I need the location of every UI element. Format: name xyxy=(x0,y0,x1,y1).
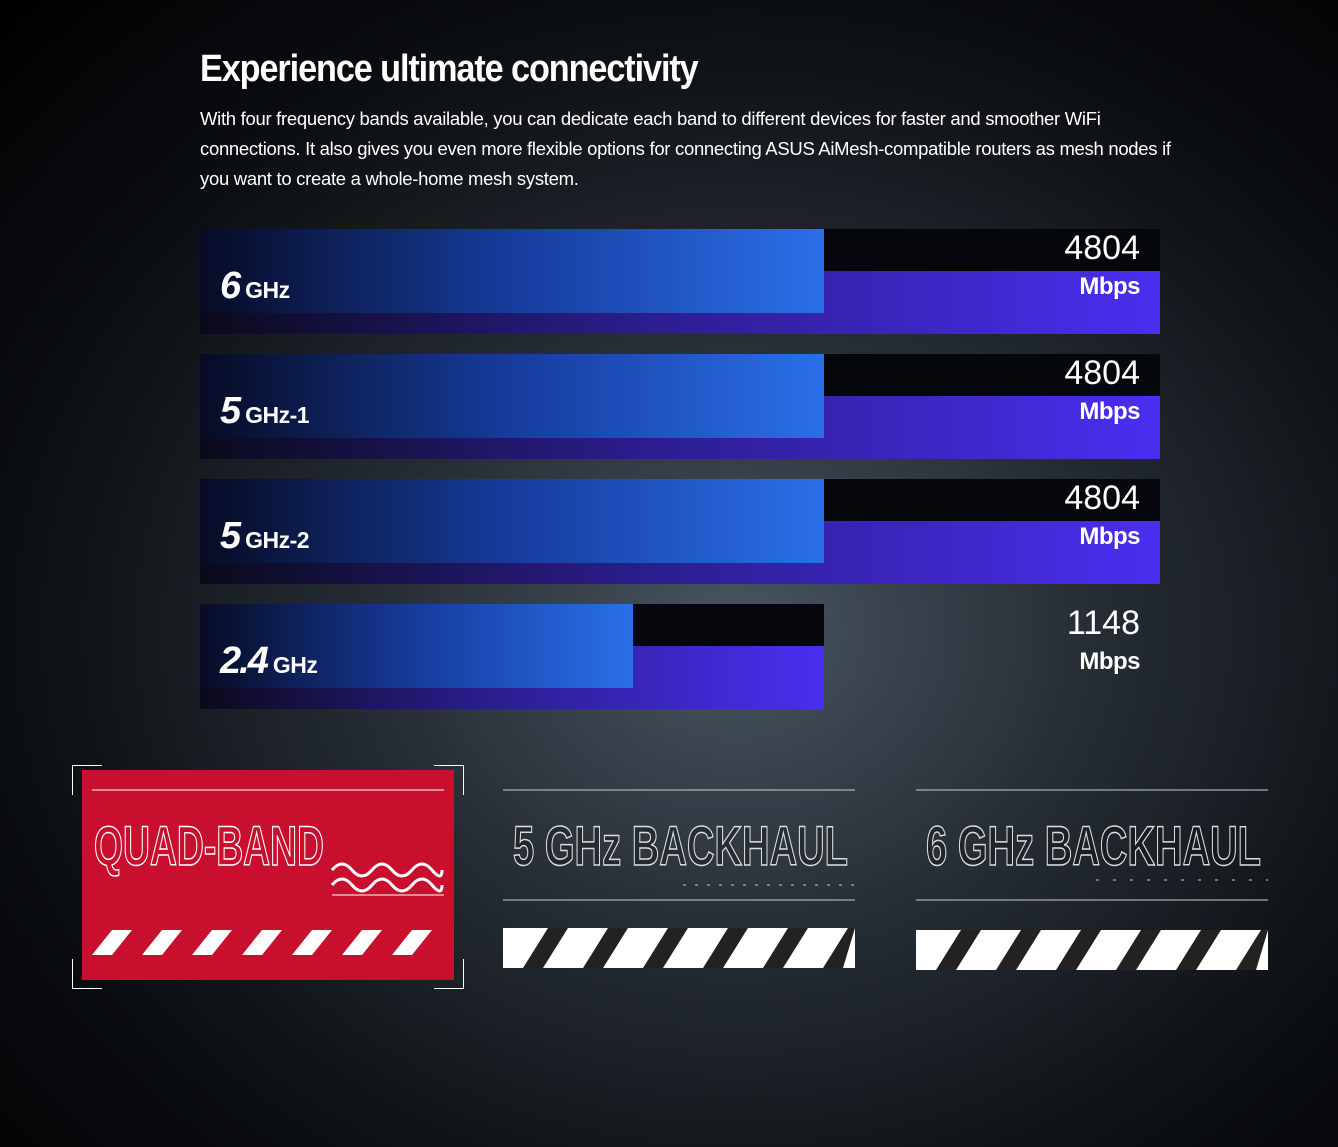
badge-art: 5 GHz BACKHAUL xyxy=(503,789,855,968)
band-row: 2.4 GHz 1148 Mbps xyxy=(200,604,1160,709)
speed-bar-highlight xyxy=(200,354,824,438)
badge-label: 5 GHz BACKHAUL xyxy=(513,814,848,877)
band-row: 5 GHz-1 4804 Mbps xyxy=(200,354,1160,459)
speed-value: 1148 xyxy=(1066,604,1140,642)
band-label: 5 GHz-2 xyxy=(220,515,310,558)
band-label: 2.4 GHz xyxy=(220,640,318,683)
speed-unit: Mbps xyxy=(1079,648,1140,675)
band-label: 6 GHz xyxy=(220,265,290,308)
speed-bar-highlight xyxy=(200,604,633,688)
badge-art: QUAD-BAND xyxy=(72,765,464,989)
band-unit: GHz xyxy=(272,652,318,678)
badge: QUAD-BAND xyxy=(72,765,464,989)
band-row: 5 GHz-2 4804 Mbps xyxy=(200,479,1160,584)
band-number: 6 xyxy=(220,265,241,307)
speed-value: 4804 xyxy=(1064,479,1140,517)
band-row: 6 GHz 4804 Mbps xyxy=(200,229,1160,334)
badge-art: 6 GHz BACKHAUL xyxy=(916,789,1268,970)
speed-unit: Mbps xyxy=(1079,273,1140,300)
band-unit: GHz-2 xyxy=(245,527,310,553)
band-number: 5 xyxy=(220,390,241,432)
band-unit: GHz-1 xyxy=(245,402,310,428)
band-label: 5 GHz-1 xyxy=(220,390,310,433)
badge-label: QUAD-BAND xyxy=(94,814,324,877)
band-number: 5 xyxy=(220,515,241,557)
speed-value: 4804 xyxy=(1064,229,1140,267)
speed-bar-highlight xyxy=(200,479,824,563)
speed-value: 4804 xyxy=(1064,354,1140,392)
badge: 6 GHz BACKHAUL xyxy=(916,765,1270,985)
badge-label: 6 GHz BACKHAUL xyxy=(926,814,1261,877)
badge: 5 GHz BACKHAUL xyxy=(503,765,857,985)
speed-bar-highlight xyxy=(200,229,824,313)
title: Experience ultimate connectivity xyxy=(200,48,699,90)
speed-unit: Mbps xyxy=(1079,523,1140,550)
band-unit: GHz xyxy=(245,277,290,303)
band-number: 2.4 xyxy=(220,640,269,682)
description: With four frequency bands available, you… xyxy=(200,108,1171,189)
speed-unit: Mbps xyxy=(1079,398,1140,425)
